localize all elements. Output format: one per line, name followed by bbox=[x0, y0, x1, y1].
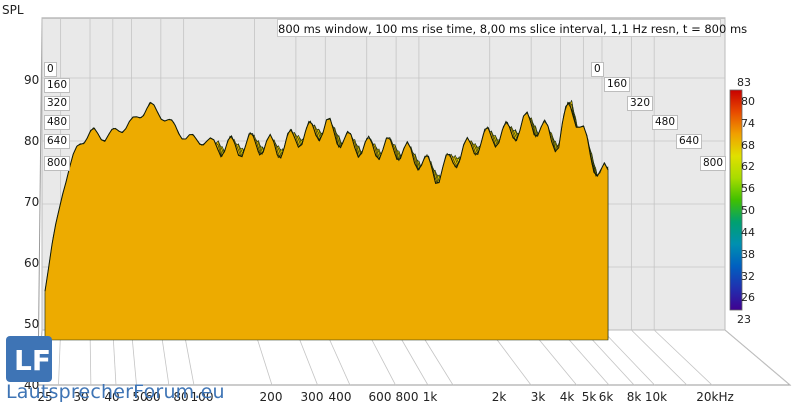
y-tick-label: 80 bbox=[24, 134, 40, 148]
time-slice-label-left: 480 bbox=[44, 115, 71, 130]
x-tick-label: 400 bbox=[328, 390, 352, 404]
time-slice-label-left: 0 bbox=[44, 62, 57, 77]
x-tick-label: 50 bbox=[132, 390, 148, 404]
time-slice-label-right: 480 bbox=[652, 115, 679, 130]
x-tick-label: 300 bbox=[300, 390, 324, 404]
colorbar-tick-label: 44 bbox=[741, 226, 755, 239]
x-tick-label: 100 bbox=[190, 390, 214, 404]
colorbar-tick-label: 50 bbox=[741, 204, 755, 217]
x-tick-label: 600 bbox=[368, 390, 392, 404]
x-tick-label: 800 bbox=[395, 390, 419, 404]
time-slice-label-right: 800 bbox=[700, 156, 727, 171]
left-axis-line bbox=[37, 17, 43, 386]
colorbar-tick-label: 83 bbox=[737, 76, 751, 89]
colorbar-tick-label: 23 bbox=[737, 313, 751, 326]
x-tick-label: 4k bbox=[559, 390, 575, 404]
x-tick-label: 1k bbox=[422, 390, 438, 404]
brand-text: LautsprecherForum.eu bbox=[6, 381, 225, 403]
x-tick-label: 200 bbox=[259, 390, 283, 404]
colorbar-tick-label: 38 bbox=[741, 248, 755, 261]
time-slice-label-left: 800 bbox=[44, 156, 71, 171]
colorbar-tick-label: 56 bbox=[741, 182, 755, 195]
x-tick-label: 60 bbox=[145, 390, 161, 404]
time-slice-label-left: 640 bbox=[44, 134, 71, 149]
y-axis-title: SPL bbox=[2, 3, 24, 17]
x-gridline-floor bbox=[653, 329, 713, 386]
x-gridline-floor bbox=[631, 329, 688, 386]
lautsprecherforum-logo: LF bbox=[6, 336, 52, 382]
front-slice-line bbox=[44, 101, 609, 292]
colorbar-tick-label: 80 bbox=[741, 95, 755, 108]
colorbar-gradient bbox=[729, 89, 743, 311]
x-tick-label: 10k bbox=[644, 390, 668, 404]
time-slice-label-right: 320 bbox=[627, 96, 654, 111]
waterfall-surface bbox=[44, 99, 609, 341]
y-tick-label: 90 bbox=[24, 73, 40, 87]
colorbar-tick-label: 26 bbox=[741, 291, 755, 304]
info-banner: 800 ms window, 100 ms rise time, 8,00 ms… bbox=[277, 19, 747, 37]
svg-text:LF: LF bbox=[14, 344, 51, 377]
x-tick-label: 25 bbox=[37, 390, 53, 404]
x-tick-label: 40 bbox=[104, 390, 120, 404]
x-tick-label: 5k bbox=[581, 390, 597, 404]
x-tick-label: 30 bbox=[73, 390, 89, 404]
colorbar-tick-label: 68 bbox=[741, 139, 755, 152]
waterfall-slice bbox=[44, 102, 609, 341]
time-slice-label-right: 160 bbox=[604, 77, 631, 92]
x-tick-label: 20kHz bbox=[696, 390, 734, 404]
colorbar-tick-label: 74 bbox=[741, 117, 755, 130]
x-gridline-floor bbox=[724, 329, 791, 386]
x-tick-label: 2k bbox=[491, 390, 507, 404]
colorbar-tick-label: 62 bbox=[741, 160, 755, 173]
x-tick-label: 3k bbox=[530, 390, 546, 404]
x-tick-label: 6k bbox=[598, 390, 614, 404]
time-slice-label-right: 0 bbox=[591, 62, 604, 77]
y-tick-label: 60 bbox=[24, 256, 40, 270]
colorbar-tick-label: 32 bbox=[741, 270, 755, 283]
x-tick-label: 8k bbox=[626, 390, 642, 404]
time-slice-label-right: 640 bbox=[676, 134, 703, 149]
y-tick-label: 70 bbox=[24, 195, 40, 209]
y-tick-label: 50 bbox=[24, 317, 40, 331]
time-slice-label-left: 160 bbox=[44, 78, 71, 93]
x-tick-label: 80 bbox=[173, 390, 189, 404]
colorbar bbox=[729, 89, 743, 311]
x-gridline-floor bbox=[601, 329, 655, 386]
time-slice-label-left: 320 bbox=[44, 96, 71, 111]
